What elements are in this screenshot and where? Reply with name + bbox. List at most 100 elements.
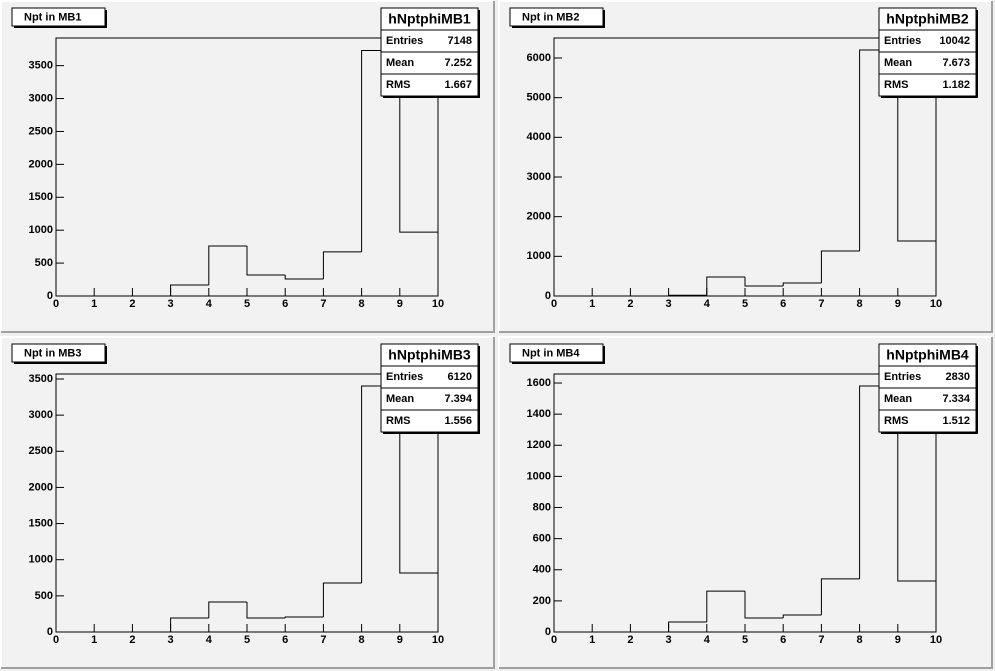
y-tick-label: 500 — [35, 590, 53, 602]
y-tick-label: 400 — [533, 564, 551, 576]
y-tick-label: 3000 — [29, 92, 53, 104]
y-tick-label: 600 — [533, 533, 551, 545]
y-tick-label: 800 — [533, 501, 551, 513]
stats-value: 1.512 — [942, 415, 970, 427]
histogram-bin — [399, 386, 439, 632]
pad-border-light — [498, 336, 992, 668]
histogram-bin — [246, 245, 286, 276]
x-tick-label: 3 — [666, 634, 672, 646]
y-tick-label: 3000 — [527, 171, 551, 183]
x-tick-label: 4 — [704, 298, 711, 310]
y-tick-label: 1000 — [527, 250, 551, 262]
pad: 0 500 1000 1500 2000 2500 3000 3500 0 1 2 3 4 5 6 7 8 9 10… — [0, 336, 495, 669]
x-tick-label: 4 — [206, 298, 213, 310]
x-tick-label: 1 — [91, 634, 97, 646]
histogram-bin — [399, 50, 439, 296]
stats-label: RMS — [884, 415, 908, 427]
y-tick-label: 2000 — [527, 211, 551, 223]
x-tick-label: 3 — [666, 298, 672, 310]
stats-value: 7.252 — [444, 57, 472, 69]
histogram-bin — [897, 385, 937, 632]
y-tick-label: 3500 — [29, 60, 53, 72]
histogram-bin — [284, 274, 324, 280]
y-tick-label: 3000 — [29, 409, 53, 421]
x-tick-label: 6 — [780, 298, 786, 310]
y-tick-label: 1400 — [527, 408, 551, 420]
stats-label: Entries — [884, 371, 921, 383]
histogram-bin — [782, 614, 822, 618]
stats-label: Mean — [884, 393, 912, 405]
stats-label: RMS — [884, 79, 908, 91]
y-tick-label: 0 — [47, 290, 53, 302]
y-tick-label: 1500 — [29, 191, 53, 203]
histogram-bin — [820, 250, 860, 283]
stats-label: Mean — [386, 393, 414, 405]
pad-border-dark — [1, 1, 495, 333]
histogram-bin — [322, 582, 362, 618]
y-tick-label: 2500 — [29, 125, 53, 137]
y-tick-label: 0 — [545, 290, 551, 302]
x-tick-label: 10 — [432, 634, 444, 646]
stats-value: 7.334 — [942, 393, 970, 405]
x-tick-label: 2 — [129, 298, 135, 310]
pad: 0 500 1000 1500 2000 2500 3000 3500 0 1 2 3 4 5 6 7 8 9 10… — [0, 0, 495, 333]
y-tick-label: 4000 — [527, 131, 551, 143]
x-tick-label: 0 — [551, 634, 557, 646]
pad-border-dark — [1, 337, 495, 669]
pad: 0 1000 2000 3000 4000 5000 6000 0 1 2 3 4 5 6 7 8 9 10 Npt… — [498, 0, 993, 333]
stats-value: 7.673 — [942, 57, 970, 69]
histogram-bin — [284, 616, 324, 618]
chart-title: Npt in MB3 — [24, 347, 81, 359]
y-tick-label: 1500 — [29, 517, 53, 529]
x-tick-label: 10 — [930, 634, 942, 646]
stats-name: hNptphiMB3 — [388, 347, 471, 363]
x-tick-label: 7 — [320, 298, 326, 310]
x-tick-label: 6 — [282, 298, 288, 310]
y-tick-label: 500 — [35, 257, 53, 269]
x-tick-label: 10 — [930, 298, 942, 310]
stats-value: 7148 — [448, 35, 472, 47]
y-tick-label: 1000 — [29, 224, 53, 236]
x-tick-label: 2 — [627, 298, 633, 310]
x-tick-label: 5 — [244, 634, 250, 646]
stats-value: 7.394 — [444, 393, 472, 405]
stats-value: 1.556 — [444, 415, 472, 427]
y-tick-label: 0 — [47, 626, 53, 638]
histogram-bin — [744, 591, 784, 619]
stats-label: RMS — [386, 415, 410, 427]
title-box — [11, 7, 106, 27]
x-tick-label: 0 — [53, 634, 59, 646]
pad-border-light — [0, 336, 494, 668]
stats-value: 1.182 — [942, 79, 970, 91]
x-tick-label: 1 — [91, 298, 97, 310]
x-tick-label: 7 — [818, 634, 824, 646]
stats-name: hNptphiMB1 — [388, 11, 471, 27]
y-tick-label: 2000 — [29, 481, 53, 493]
x-tick-label: 9 — [895, 298, 901, 310]
title-box — [509, 7, 604, 27]
x-tick-label: 8 — [857, 298, 863, 310]
x-tick-label: 2 — [129, 634, 135, 646]
chart-title: Npt in MB1 — [24, 11, 81, 23]
pad-border-dark — [499, 1, 993, 333]
y-tick-label: 200 — [533, 595, 551, 607]
y-tick-label: 1200 — [527, 439, 551, 451]
title-box — [509, 343, 604, 363]
histogram-bin — [208, 245, 247, 286]
x-tick-label: 6 — [282, 634, 288, 646]
x-tick-label: 1 — [589, 298, 595, 310]
x-tick-label: 9 — [397, 298, 403, 310]
x-tick-label: 7 — [818, 298, 824, 310]
y-tick-label: 0 — [545, 626, 551, 638]
x-tick-label: 3 — [168, 634, 174, 646]
stats-name: hNptphiMB4 — [886, 347, 969, 363]
histogram-bin — [208, 601, 247, 618]
stats-label: Mean — [386, 57, 414, 69]
stats-label: Entries — [386, 35, 423, 47]
stats-value: 1.667 — [444, 79, 472, 91]
pad-border-light — [498, 0, 992, 332]
histogram-bin — [744, 276, 784, 287]
x-tick-label: 5 — [742, 298, 748, 310]
x-tick-label: 9 — [895, 634, 901, 646]
